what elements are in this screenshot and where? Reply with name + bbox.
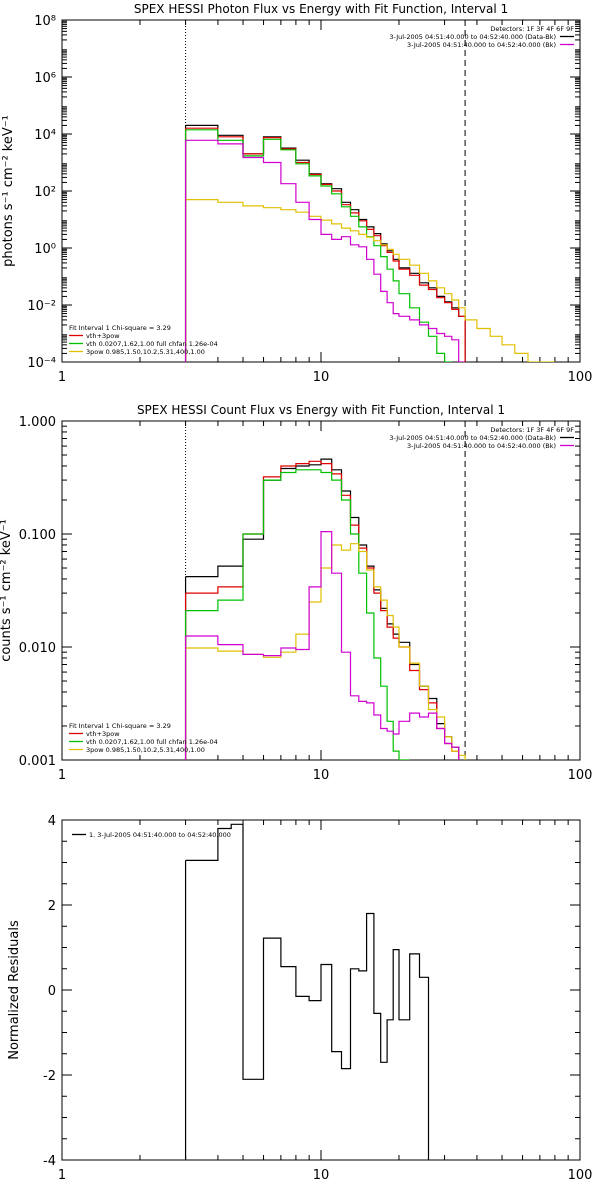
x-tick-label: 100 <box>568 370 593 385</box>
y-tick-label: 0.001 <box>19 754 56 769</box>
legend-text: vth+3pow <box>86 332 120 340</box>
plot-frame <box>61 819 581 1161</box>
y-axis-label: counts s⁻¹ cm⁻² keV⁻¹ <box>0 519 14 662</box>
chart-title: SPEX HESSI Photon Flux vs Energy with Fi… <box>134 2 508 16</box>
x-tick-label: 10 <box>313 1168 330 1183</box>
plot-frame <box>61 19 581 363</box>
y-tick-label: -4 <box>43 1154 56 1169</box>
series-group <box>184 124 555 362</box>
legend-text: 3pow 0.985,1.50,10.2,5.31,400,1.00 <box>86 348 205 356</box>
y-axis-label: Normalized Residuals <box>7 920 22 1060</box>
series-line <box>185 531 460 760</box>
legend-text: vth 0.0207,1.62,1.00 full chfan 1.26e-04 <box>86 738 218 746</box>
legend-text: 3pow 0.985,1.50,10.2,5.31,400,1.00 <box>86 746 205 754</box>
y-tick-label: 10⁸ <box>34 14 56 29</box>
x-tick-label: 100 <box>568 1168 593 1183</box>
y-tick-label: 1.000 <box>19 415 56 430</box>
chart-title: SPEX HESSI Count Flux vs Energy with Fit… <box>137 403 505 417</box>
panel-3: Normalized Residuals 1 10 100 -4 -2 0 2 4 1. 3-Ju… <box>7 814 592 1183</box>
legend-text: Detectors: 1F 3F 4F 6F 9F <box>490 426 574 434</box>
series-line <box>185 458 460 760</box>
series-group <box>184 823 430 1160</box>
y-tick-label: 10⁴ <box>34 128 56 143</box>
y-tick-label: 10² <box>34 185 56 200</box>
y-tick-label: 4 <box>48 814 56 829</box>
series-line <box>185 129 452 362</box>
y-tick-label: 0.100 <box>19 528 56 543</box>
y-tick-label: 10⁻² <box>27 299 56 314</box>
panel-1: SPEX HESSI Photon Flux vs Energy with Fi… <box>1 2 592 385</box>
y-tick-label: 0.010 <box>19 641 56 656</box>
y-tick-label: 2 <box>48 899 56 914</box>
x-tick-label: 1 <box>58 370 66 385</box>
series-line <box>185 124 466 362</box>
y-tick-label: 0 <box>48 984 56 999</box>
series-line <box>185 127 466 362</box>
y-tick-label: -2 <box>43 1069 56 1084</box>
x-tick-label: 10 <box>313 768 330 783</box>
series-line <box>185 460 460 760</box>
legend-text: 3-Jul-2005 04:51:40.000 to 04:52:40.000 … <box>389 33 556 41</box>
x-tick-label: 100 <box>568 768 593 783</box>
series-line <box>185 543 466 760</box>
x-tick-label: 10 <box>313 370 330 385</box>
series-line <box>185 139 466 362</box>
y-tick-label: 10⁰ <box>34 242 56 257</box>
legend-text: 1. 3-Jul-2005 04:51:40.000 to 04:52:40.0… <box>89 831 231 839</box>
legend-text: Fit Interval 1 Chi-square = 3.29 <box>69 324 171 332</box>
legend-text: 3-Jul-2005 04:51:40.000 to 04:52:40.000 … <box>407 442 556 450</box>
legend-text: Detectors: 1F 3F 4F 6F 9F <box>490 25 574 33</box>
series-line <box>185 469 410 760</box>
legend-text: vth+3pow <box>86 730 120 738</box>
series-line <box>185 823 430 1160</box>
y-tick-label: 10⁻⁴ <box>27 356 56 371</box>
x-tick-label: 1 <box>58 768 66 783</box>
legend-text: 3-Jul-2005 04:51:40.000 to 04:52:40.000 … <box>389 434 556 442</box>
y-tick-label: 10⁶ <box>34 71 56 86</box>
legend-text: 3-Jul-2005 04:51:40.000 to 04:52:40.000 … <box>407 41 556 49</box>
legend-text: Fit Interval 1 Chi-square = 3.29 <box>69 722 171 730</box>
y-axis-label: photons s⁻¹ cm⁻² keV⁻¹ <box>1 115 16 267</box>
panel-2: SPEX HESSI Count Flux vs Energy with Fit… <box>0 403 592 783</box>
x-tick-label: 1 <box>58 1168 66 1183</box>
legend-text: vth 0.0207,1.62,1.00 full chfan 1.26e-04 <box>86 340 218 348</box>
series-line <box>185 199 555 362</box>
plot-frame <box>61 420 581 761</box>
series-group <box>184 458 466 760</box>
